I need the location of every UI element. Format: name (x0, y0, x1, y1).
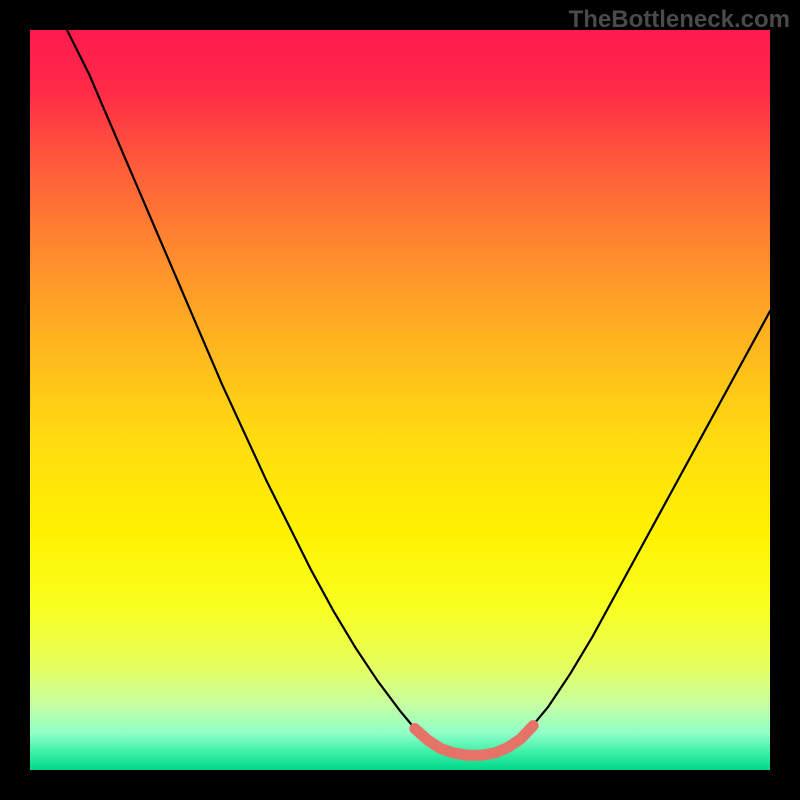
bottleneck-curve-chart (0, 0, 800, 800)
chart-container: TheBottleneck.com (0, 0, 800, 800)
plot-area (30, 30, 770, 770)
